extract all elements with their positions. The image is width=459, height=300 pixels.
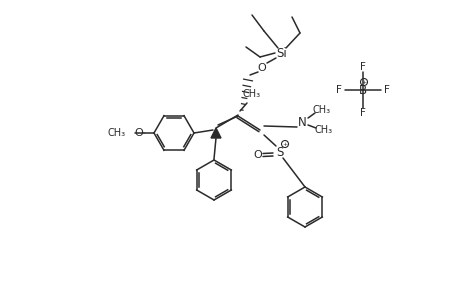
Polygon shape (211, 128, 220, 138)
Text: S: S (276, 146, 283, 158)
Text: CH₃: CH₃ (312, 105, 330, 115)
Text: F: F (336, 85, 341, 95)
Text: O: O (134, 128, 143, 138)
Text: CH₃: CH₃ (108, 128, 126, 138)
Text: F: F (359, 108, 365, 118)
Text: +: + (282, 142, 287, 146)
Text: Si: Si (276, 46, 287, 59)
Text: F: F (359, 62, 365, 72)
Text: F: F (383, 85, 389, 95)
Text: O: O (257, 63, 266, 73)
Text: CH₃: CH₃ (314, 125, 332, 135)
Text: B: B (358, 83, 366, 97)
Text: O: O (253, 150, 262, 160)
Text: N: N (297, 116, 306, 128)
Text: CH₃: CH₃ (242, 89, 261, 99)
Text: +: + (361, 80, 366, 85)
